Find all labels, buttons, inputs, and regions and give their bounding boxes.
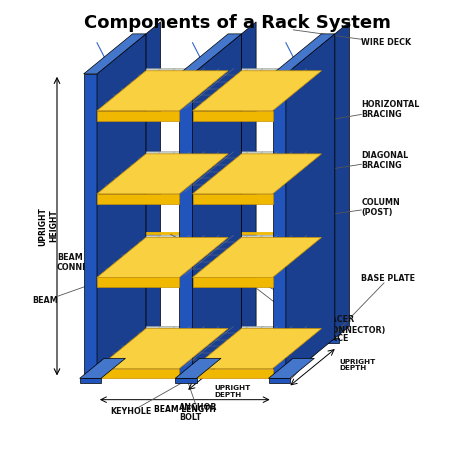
Text: UPRIGHT
DEPTH: UPRIGHT DEPTH [339, 359, 375, 372]
Text: DIAGONAL
BRACING: DIAGONAL BRACING [289, 151, 409, 176]
Polygon shape [321, 34, 335, 338]
Polygon shape [97, 326, 321, 366]
Polygon shape [97, 238, 228, 278]
Polygon shape [286, 34, 335, 378]
Text: UPRIGHT
DEPTH: UPRIGHT DEPTH [215, 385, 251, 398]
Text: HORIZONTAL
BRACING: HORIZONTAL BRACING [289, 100, 420, 127]
Polygon shape [273, 34, 335, 74]
Polygon shape [192, 369, 273, 378]
Text: BEAM LENGTH: BEAM LENGTH [154, 405, 216, 414]
Polygon shape [241, 238, 321, 247]
Polygon shape [179, 34, 241, 74]
Polygon shape [192, 111, 273, 121]
Polygon shape [97, 366, 273, 369]
Polygon shape [146, 71, 228, 81]
Polygon shape [192, 328, 321, 369]
Polygon shape [84, 74, 97, 378]
Polygon shape [97, 275, 273, 278]
Polygon shape [192, 194, 273, 204]
Polygon shape [241, 328, 321, 338]
Text: BEAM: BEAM [33, 283, 94, 305]
Polygon shape [192, 71, 321, 111]
Text: WIRE DECK: WIRE DECK [293, 30, 411, 47]
Text: ROW SPACER
(BACK CONNECTOR): ROW SPACER (BACK CONNECTOR) [171, 234, 385, 335]
Polygon shape [175, 378, 197, 383]
Text: ANCHOR
BOLT: ANCHOR BOLT [179, 379, 218, 422]
Polygon shape [146, 154, 228, 164]
Polygon shape [97, 152, 321, 192]
Polygon shape [335, 22, 349, 338]
Polygon shape [97, 154, 228, 194]
Polygon shape [269, 378, 290, 383]
Polygon shape [192, 34, 241, 378]
Polygon shape [97, 71, 228, 111]
Polygon shape [192, 238, 321, 278]
Polygon shape [97, 369, 179, 378]
Polygon shape [241, 22, 256, 338]
Polygon shape [269, 358, 314, 378]
Polygon shape [97, 194, 179, 204]
Polygon shape [228, 34, 241, 338]
Text: Components of a Rack System: Components of a Rack System [83, 14, 391, 32]
Text: BEAM
CONNECTOR: BEAM CONNECTOR [57, 253, 113, 275]
Text: FLUE SPACE: FLUE SPACE [192, 239, 348, 343]
Polygon shape [241, 154, 321, 164]
Polygon shape [97, 34, 146, 378]
Polygon shape [318, 338, 339, 343]
Polygon shape [273, 74, 286, 378]
Polygon shape [97, 108, 273, 111]
Polygon shape [224, 338, 246, 343]
Polygon shape [97, 278, 179, 287]
Polygon shape [146, 22, 161, 338]
Polygon shape [133, 34, 146, 338]
Polygon shape [80, 378, 101, 383]
Polygon shape [241, 71, 321, 81]
Polygon shape [175, 358, 221, 378]
Polygon shape [97, 68, 321, 108]
Polygon shape [97, 235, 321, 275]
Polygon shape [146, 328, 228, 338]
Polygon shape [97, 111, 179, 121]
Polygon shape [179, 74, 192, 378]
Polygon shape [192, 278, 273, 287]
Polygon shape [97, 328, 228, 369]
Text: COLUMN
(POST): COLUMN (POST) [289, 198, 400, 220]
Text: BASE PLATE: BASE PLATE [290, 274, 415, 380]
Text: KEYHOLE: KEYHOLE [110, 382, 183, 416]
Polygon shape [128, 338, 150, 343]
Polygon shape [84, 34, 146, 74]
Polygon shape [192, 154, 321, 194]
Polygon shape [146, 238, 228, 247]
Text: UPRIGHT
HEIGHT: UPRIGHT HEIGHT [38, 207, 58, 246]
Polygon shape [80, 358, 126, 378]
Polygon shape [97, 192, 273, 194]
